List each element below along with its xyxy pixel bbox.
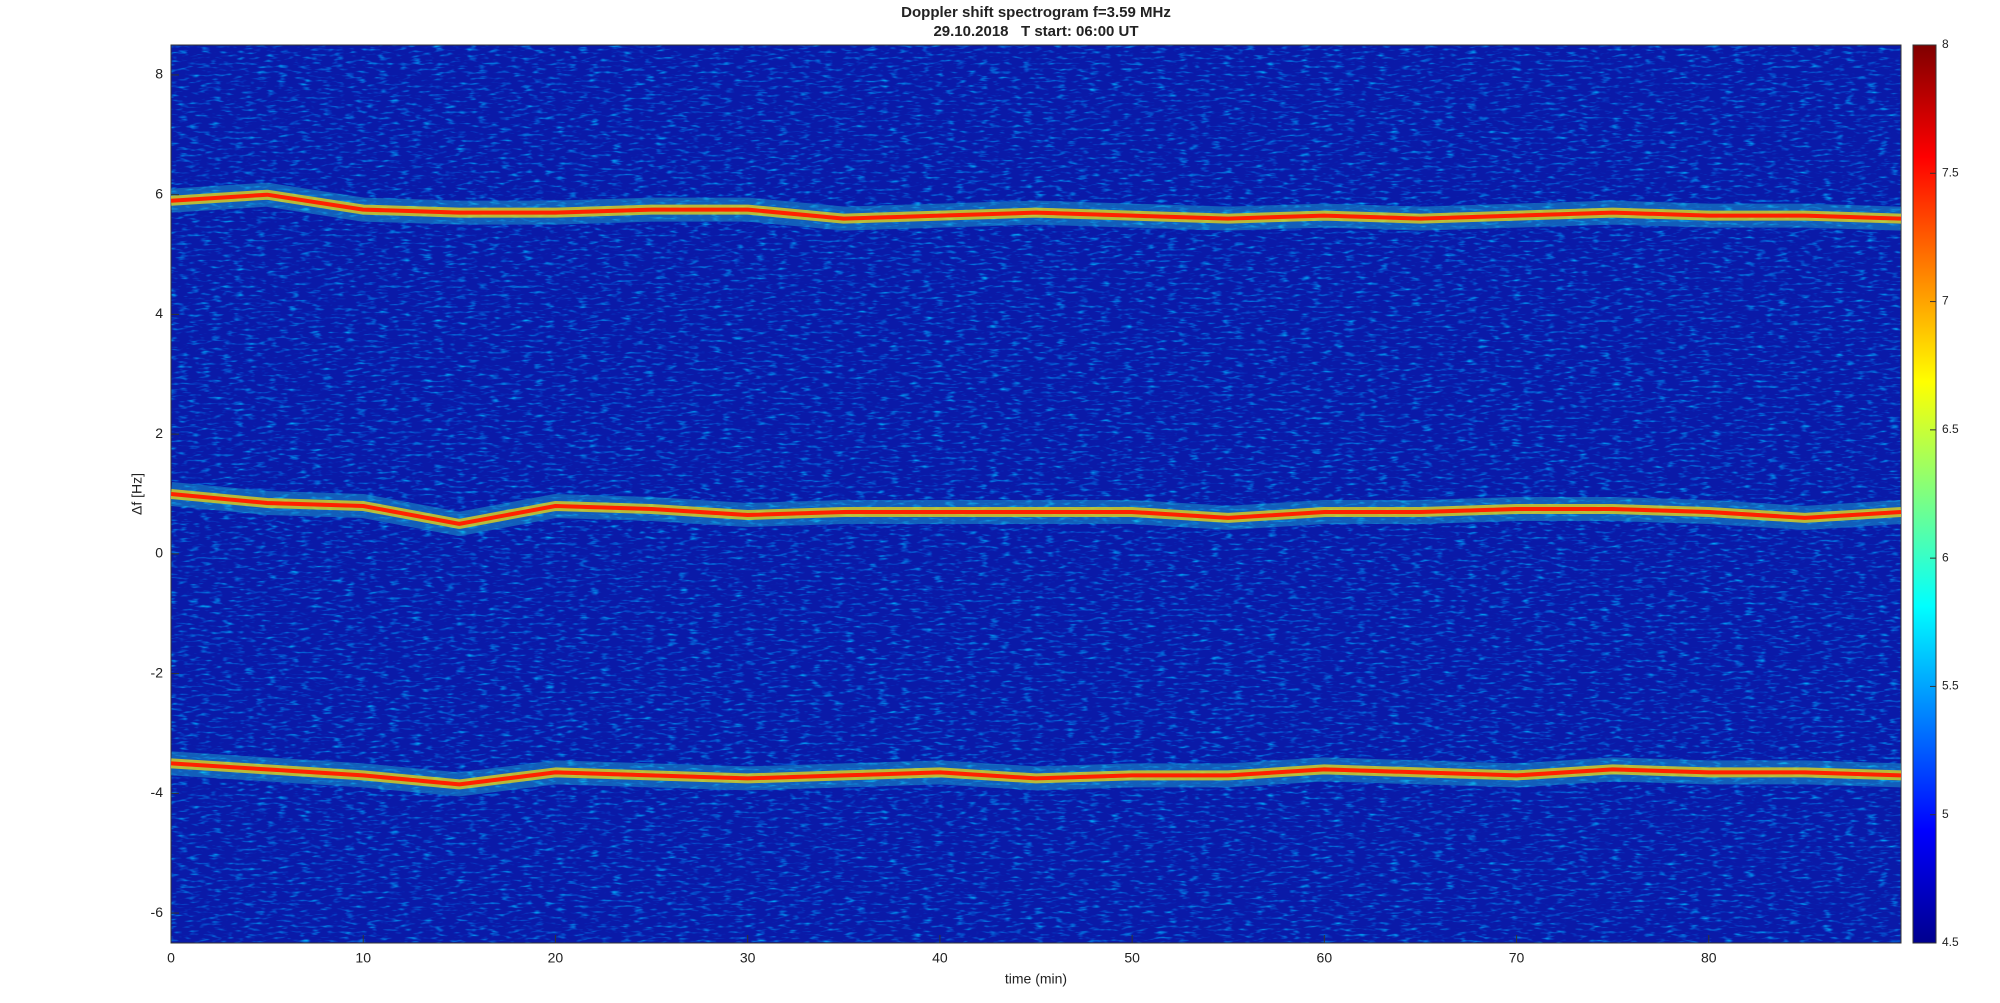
y-tick-label: 8 (155, 66, 163, 82)
trace (171, 492, 1901, 526)
noise-texture (171, 45, 1901, 943)
chart-title: Doppler shift spectrogram f=3.59 MHz (901, 4, 1171, 21)
x-tick-label: 0 (167, 950, 175, 966)
x-tick-label: 40 (932, 950, 948, 966)
y-tick-label: -4 (151, 784, 164, 800)
y-tick-label: 4 (155, 305, 163, 321)
chart-subtitle: 29.10.2018 T start: 06:00 UT (933, 23, 1138, 40)
x-tick-label: 70 (1509, 950, 1525, 966)
y-tick-label: -2 (151, 664, 164, 680)
y-tick-label: -6 (151, 904, 164, 920)
colorbar (1912, 44, 1937, 944)
x-tick-label: 20 (548, 950, 564, 966)
colorbar-tick-label: 8 (1942, 37, 1949, 51)
x-tick-label: 10 (355, 950, 371, 966)
trace (171, 192, 1901, 221)
y-axis-label: Δf [Hz] (129, 473, 145, 515)
y-tick-label: 6 (155, 185, 163, 201)
y-tick-label: 2 (155, 425, 163, 441)
x-tick-label: 50 (1124, 950, 1140, 966)
trace (171, 761, 1901, 787)
colorbar-tick-label: 4.5 (1942, 935, 1959, 949)
x-tick-label: 80 (1701, 950, 1717, 966)
colorbar-tick-label: 7 (1942, 294, 1949, 308)
traces (171, 182, 1901, 797)
x-tick-label: 30 (740, 950, 756, 966)
colorbar-tick-label: 6.5 (1942, 422, 1959, 436)
y-tick-label: 0 (155, 545, 163, 561)
colorbar-tick-label: 6 (1942, 550, 1949, 564)
colorbar-tick-label: 5 (1942, 807, 1949, 821)
colorbar-tick-label: 7.5 (1942, 165, 1959, 179)
x-axis-label: time (min) (1005, 971, 1067, 987)
x-tick-label: 60 (1317, 950, 1333, 966)
colorbar-tick-label: 5.5 (1942, 679, 1959, 693)
